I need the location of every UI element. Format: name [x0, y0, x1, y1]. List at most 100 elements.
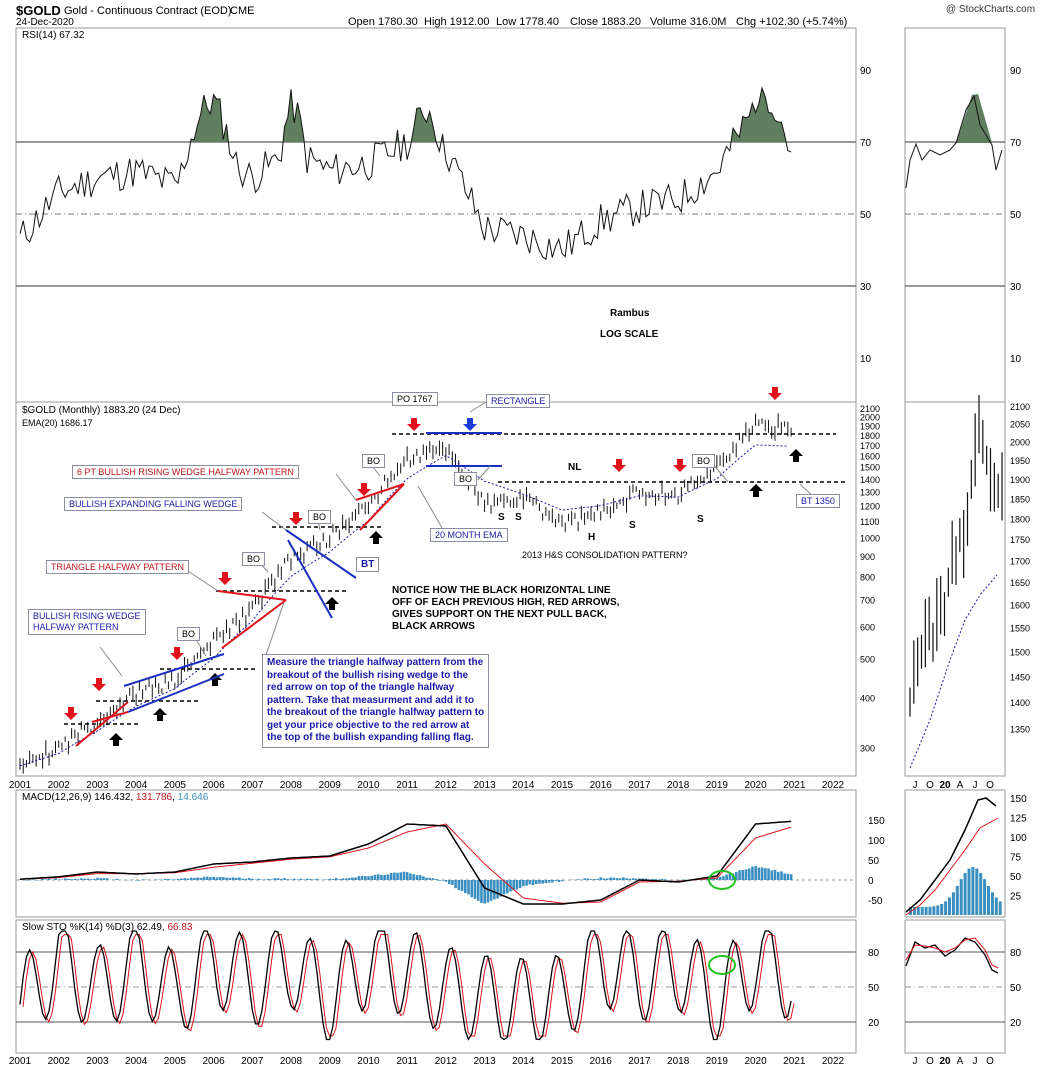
- side-rsi-line: [905, 94, 1003, 189]
- macd-hist-bar: [786, 873, 790, 880]
- macd-hist-bar: [464, 880, 467, 894]
- macd-hist-bar: [670, 880, 674, 881]
- macd-hist-bar: [473, 880, 477, 899]
- macd-hist-bar: [360, 875, 364, 880]
- macd-tick-2: 50: [868, 856, 880, 867]
- side-macd-bar: [940, 903, 944, 915]
- volume-value: Volume 316.0M: [650, 16, 727, 28]
- macd-hist-bar: [493, 880, 496, 900]
- bt1350-box: BT 1350: [796, 494, 840, 508]
- macd-hist-bar: [457, 880, 461, 891]
- black-arrow-2: [208, 673, 222, 686]
- black-arrow-1: [153, 708, 167, 721]
- hs-pattern-label: 2013 H&S CONSOLIDATION PATTERN?: [522, 550, 688, 560]
- side-price-tick-7: 1750: [1010, 535, 1030, 545]
- side-sto-tick-1: 50: [1010, 983, 1022, 994]
- macd-hist-bar: [89, 879, 93, 880]
- side-price-tick-12: 1500: [1010, 648, 1030, 658]
- macd-hist-bar: [483, 880, 486, 904]
- macd-hist-bar: [789, 874, 793, 880]
- macd-hist-bar: [618, 878, 622, 880]
- macd-hist-bar: [273, 878, 277, 880]
- rsi-tick-2: 50: [860, 210, 872, 221]
- macd-hist-bar: [525, 880, 528, 886]
- year-tick-bottom-18: 2019: [706, 1056, 729, 1067]
- macd-hist-bar: [641, 878, 645, 880]
- price-tick-0: 2100: [860, 404, 880, 414]
- rising6-lower: [359, 483, 405, 531]
- side-sto-tick-0: 80: [1010, 948, 1022, 959]
- macd-hist-bar: [557, 880, 561, 883]
- macd-hist-bar: [215, 877, 219, 880]
- macd-hist-bar: [163, 878, 167, 880]
- macd-hist-bar: [173, 879, 177, 880]
- macd-hist-bar: [773, 869, 777, 880]
- po-box: PO 1767: [392, 392, 438, 406]
- price-tick-17: 400: [860, 693, 875, 703]
- rectangle-box: RECTANGLE: [486, 394, 551, 408]
- macd-hist-bar: [44, 879, 48, 880]
- rising6-upper: [355, 483, 405, 501]
- side-macd-bar: [955, 885, 959, 915]
- side-sto-k: [905, 937, 999, 974]
- rsi-tick-3: 30: [860, 282, 872, 293]
- measure-line-5: the breakout of the triangle halfway pat…: [267, 707, 485, 718]
- watermark: @ StockCharts.com: [946, 4, 1036, 15]
- macd-hist-bar: [60, 879, 64, 880]
- macd-hist-bar: [193, 877, 196, 880]
- macd-hist-bar: [596, 878, 599, 880]
- macd-hist-bar: [522, 880, 525, 887]
- macd-tick-4: -50: [868, 896, 883, 907]
- macd-hist-bar: [544, 880, 548, 884]
- macd-hist-bar: [454, 880, 457, 889]
- macd-hist-bar: [451, 880, 454, 885]
- macd-hist-bar: [589, 879, 593, 880]
- side-rsi-tick-4: 10: [1010, 354, 1022, 365]
- leader-rectangle: [469, 401, 487, 413]
- year-tick-13: 2014: [512, 780, 535, 791]
- macd-hist-bar: [767, 868, 770, 880]
- year-tick-3: 2004: [125, 780, 148, 791]
- price-tick-4: 1700: [860, 441, 880, 451]
- macd-hist-bar: [54, 878, 57, 880]
- price-tick-18: 300: [860, 744, 875, 754]
- panel-frames: [15, 27, 1006, 1054]
- year-tick-10: 2011: [396, 780, 418, 791]
- macd-hist-bar: [57, 879, 61, 880]
- side-panels: 9070503010210020502000195019001850180017…: [905, 66, 1030, 1067]
- macd-hist-bar: [380, 875, 383, 880]
- black-arrow-0: [109, 733, 123, 746]
- s-label-2: S: [515, 512, 522, 523]
- red-arrow-8: [673, 459, 687, 472]
- side-macd-bar: [924, 906, 928, 915]
- side-month-tick-5: O: [986, 780, 994, 791]
- rsi-overbought-fill: [20, 88, 792, 142]
- side-price-tick-3: 1950: [1010, 456, 1030, 466]
- year-tick-bottom-12: 2013: [473, 1056, 496, 1067]
- price-tick-16: 500: [860, 654, 875, 664]
- year-tick-bottom-7: 2008: [280, 1056, 303, 1067]
- macd-hist-bar: [376, 874, 380, 880]
- black-arrow-4: [369, 531, 383, 544]
- expanding-lower: [287, 539, 333, 619]
- side-macd-bar: [979, 872, 983, 915]
- year-tick-bottom-21: 2022: [822, 1056, 845, 1067]
- year-tick-bottom-15: 2016: [590, 1056, 613, 1067]
- macd-hist-bar: [334, 877, 338, 880]
- year-tick-bottom-5: 2006: [202, 1056, 225, 1067]
- macd-signal-line: [19, 823, 792, 904]
- macd-hist-bar: [515, 880, 519, 890]
- macd-hist-bar: [593, 879, 596, 880]
- blue-arrow: [463, 418, 477, 431]
- year-tick-bottom-2: 2003: [86, 1056, 109, 1067]
- macd-hist-bar: [393, 872, 396, 880]
- macd-hist-bar: [367, 876, 370, 880]
- side-price-tick-4: 1900: [1010, 475, 1030, 485]
- macd-hist-bar: [528, 880, 532, 885]
- year-tick-bottom-19: 2020: [744, 1056, 767, 1067]
- year-tick-bottom-14: 2015: [551, 1056, 574, 1067]
- macd-hist-bar: [735, 872, 738, 880]
- side-month-tick-3: A: [957, 780, 964, 791]
- macd-hist-bar: [602, 878, 606, 880]
- macd-hist-bar: [86, 878, 90, 880]
